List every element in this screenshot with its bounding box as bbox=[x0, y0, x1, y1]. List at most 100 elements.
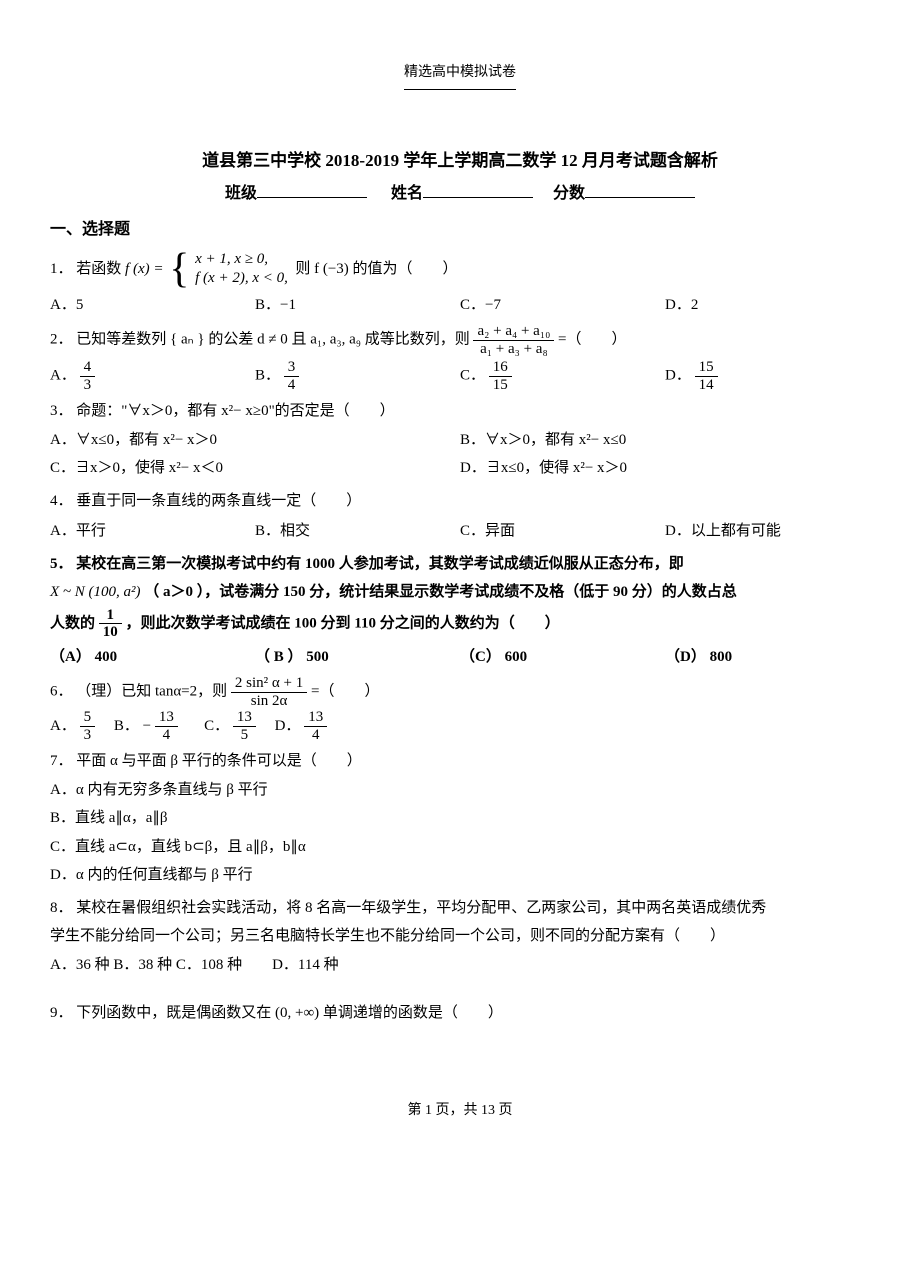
question-8-l2: 学生不能分给同一个公司；另三名电脑特长学生也不能分给同一个公司，则不同的分配方案… bbox=[50, 922, 870, 951]
brace-icon: { bbox=[169, 259, 189, 280]
q5-dist: X ~ N (100, a²) bbox=[50, 584, 141, 600]
q1-B: B．−1 bbox=[255, 291, 460, 320]
q5-A: （A） 400 bbox=[50, 643, 255, 672]
q5-options: （A） 400 （ B ） 500 （C） 600 （D） 800 bbox=[50, 643, 870, 672]
score-blank bbox=[585, 181, 695, 198]
q7-D: D．α 内的任何直线都与 β 平行 bbox=[50, 861, 870, 890]
page-title: 道县第三中学校 2018-2019 学年上学期高二数学 12 月月考试题含解析 bbox=[50, 145, 870, 177]
q1-pre: 若函数 bbox=[76, 261, 125, 277]
class-blank bbox=[257, 181, 367, 198]
q2-mid: 的公差 d ≠ 0 且 a₁, a₃, a₉ 成等比数列，则 bbox=[208, 332, 469, 348]
fill-line: 班级 姓名 分数 bbox=[50, 179, 870, 209]
q7-A: A．α 内有无穷多条直线与 β 平行 bbox=[50, 776, 870, 805]
question-5-l3: 人数的 110 ，则此次数学考试成绩在 100 分到 110 分之间的人数约为（… bbox=[50, 607, 870, 641]
name-blank bbox=[423, 181, 533, 198]
question-2: 2． 已知等差数列 { aₙ } 的公差 d ≠ 0 且 a₁, a₃, a₉ … bbox=[50, 323, 870, 357]
question-3: 3． 命题："∀x＞0，都有 x²− x≥0"的否定是（ ） bbox=[50, 397, 870, 426]
name-label: 姓名 bbox=[391, 185, 423, 202]
q5-C: （C） 600 bbox=[460, 643, 665, 672]
q2-options: A． 43 B． 34 C． 1615 D． 1514 bbox=[50, 359, 870, 393]
q6-Dnum: 13 bbox=[304, 709, 327, 727]
q6-A-label: A． bbox=[50, 718, 76, 734]
section-heading: 一、选择题 bbox=[50, 215, 870, 245]
q2-pre: 已知等差数列 bbox=[76, 332, 166, 348]
q1-A: A．5 bbox=[50, 291, 255, 320]
q5-B: （ B ） 500 bbox=[255, 643, 460, 672]
q1-piece2: f (x + 2), x < 0, bbox=[195, 270, 288, 286]
q5-fracnum: 1 bbox=[99, 607, 122, 625]
q2-A-label: A． bbox=[50, 368, 76, 384]
q6-Cnum: 13 bbox=[233, 709, 256, 727]
q4-B: B．相交 bbox=[255, 517, 460, 546]
q6-Anum: 5 bbox=[80, 709, 96, 727]
q1-fx: f (x) = bbox=[125, 261, 167, 277]
q2-frac: a₂ + a₄ + a₁₀ a₁ + a₃ + a₈ bbox=[473, 323, 554, 357]
q4-D: D．以上都有可能 bbox=[665, 517, 870, 546]
score-label: 分数 bbox=[553, 185, 585, 202]
q6-pre: 6． （理）已知 tanα=2，则 bbox=[50, 684, 227, 700]
question-4: 4． 垂直于同一条直线的两条直线一定（ ） bbox=[50, 487, 870, 516]
q6-A: A． 53 bbox=[50, 718, 99, 734]
q8-options: A．36 种 B．38 种 C．108 种 D．114 种 bbox=[50, 951, 870, 980]
q4-options: A．平行 B．相交 C．异面 D．以上都有可能 bbox=[50, 517, 870, 546]
q6-Bnum: 13 bbox=[155, 709, 178, 727]
q2-D-label: D． bbox=[665, 368, 691, 384]
q6-frac: 2 sin² α + 1 sin 2α bbox=[231, 675, 307, 709]
q7-C: C．直线 a⊂α，直线 b⊂β，且 a∥β，b∥α bbox=[50, 833, 870, 862]
q1-piece1: x + 1, x ≥ 0, bbox=[195, 251, 268, 267]
q6-Bpre: − bbox=[143, 718, 151, 734]
q5-fracden: 10 bbox=[99, 624, 122, 641]
q4-C: C．异面 bbox=[460, 517, 665, 546]
q2-Bden: 4 bbox=[284, 377, 300, 394]
q3-C: C．∃x＞0，使得 x²− x＜0 bbox=[50, 454, 460, 483]
q5-l3post: ，则此次数学考试成绩在 100 分到 110 分之间的人数约为（ ） bbox=[126, 615, 560, 631]
q5-D: （D） 800 bbox=[665, 643, 870, 672]
q2-label: 2． bbox=[50, 332, 73, 348]
question-1: 1． 若函数 f (x) = { x + 1, x ≥ 0, f (x + 2)… bbox=[50, 250, 870, 289]
q1-options: A．5 B．−1 C．−7 D．2 bbox=[50, 291, 870, 320]
question-6: 6． （理）已知 tanα=2，则 2 sin² α + 1 sin 2α =（… bbox=[50, 675, 870, 709]
q1-piecewise: x + 1, x ≥ 0, f (x + 2), x < 0, bbox=[195, 250, 288, 289]
q3-D: D．∃x≤0，使得 x²− x＞0 bbox=[460, 454, 870, 483]
q6-options: A． 53 B． − 134 C． 135 D． 134 bbox=[50, 709, 870, 743]
q6-post: =（ ） bbox=[311, 684, 379, 700]
q2-Cnum: 16 bbox=[489, 359, 512, 377]
q2-B: B． 34 bbox=[255, 359, 460, 393]
q2-Dnum: 15 bbox=[695, 359, 718, 377]
q1-post: 则 f (−3) 的值为（ ） bbox=[295, 261, 457, 277]
q2-Dden: 14 bbox=[695, 377, 718, 394]
class-label: 班级 bbox=[225, 185, 257, 202]
header-note: 精选高中模拟试卷 bbox=[404, 60, 516, 90]
q6-Bden: 4 bbox=[155, 727, 178, 744]
q3-B: B．∀x＞0，都有 x²− x≤0 bbox=[460, 426, 870, 455]
q2-Cden: 15 bbox=[489, 377, 512, 394]
q4-A: A．平行 bbox=[50, 517, 255, 546]
q3-row1: A．∀x≤0，都有 x²− x＞0 B．∀x＞0，都有 x²− x≤0 bbox=[50, 426, 870, 455]
page-footer: 第 1 页，共 13 页 bbox=[50, 1098, 870, 1125]
q2-Aden: 3 bbox=[80, 377, 96, 394]
q6-Cden: 5 bbox=[233, 727, 256, 744]
q6-B-label: B． bbox=[114, 718, 139, 734]
q6-num: 2 sin² α + 1 bbox=[231, 675, 307, 693]
q2-Bnum: 3 bbox=[284, 359, 300, 377]
q6-Aden: 3 bbox=[80, 727, 96, 744]
question-9: 9． 下列函数中，既是偶函数又在 (0, +∞) 单调递增的函数是（ ） bbox=[50, 999, 870, 1028]
q2-C: C． 1615 bbox=[460, 359, 665, 393]
q3-row2: C．∃x＞0，使得 x²− x＜0 D．∃x≤0，使得 x²− x＞0 bbox=[50, 454, 870, 483]
q2-A: A． 43 bbox=[50, 359, 255, 393]
question-5-l2: X ~ N (100, a²) （ a＞0 ），试卷满分 150 分，统计结果显… bbox=[50, 578, 870, 607]
q2-den: a₁ + a₃ + a₈ bbox=[473, 341, 554, 358]
q1-label: 1． bbox=[50, 261, 73, 277]
q2-D: D． 1514 bbox=[665, 359, 870, 393]
q6-D-label: D． bbox=[275, 718, 301, 734]
question-7: 7． 平面 α 与平面 β 平行的条件可以是（ ） bbox=[50, 747, 870, 776]
q6-Dden: 4 bbox=[304, 727, 327, 744]
q6-D: D． 134 bbox=[275, 718, 328, 734]
q2-num: a₂ + a₄ + a₁₀ bbox=[473, 323, 554, 341]
q2-B-label: B． bbox=[255, 368, 280, 384]
q1-D: D．2 bbox=[665, 291, 870, 320]
q6-C: C． 135 bbox=[204, 718, 260, 734]
q6-B: B． − 134 bbox=[114, 718, 182, 734]
q5-l2post: （ a＞0 ），试卷满分 150 分，统计结果显示数学考试成绩不及格（低于 90… bbox=[144, 584, 737, 600]
q1-C: C．−7 bbox=[460, 291, 665, 320]
